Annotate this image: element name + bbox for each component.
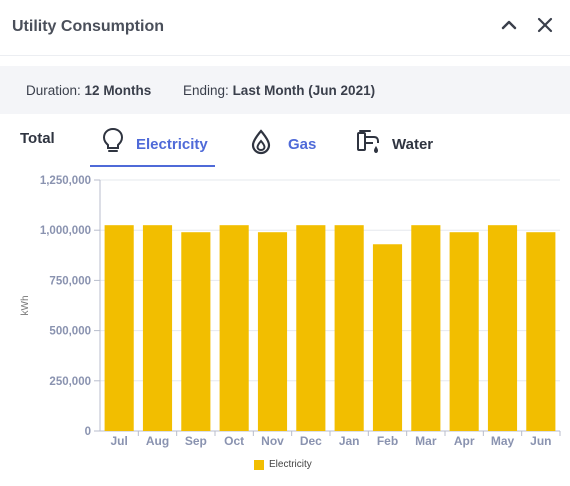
y-tick-label: 1,000,000 (40, 225, 91, 237)
tab-water[interactable]: Water (356, 126, 446, 166)
x-tick-label: May (491, 434, 515, 448)
ending-filter[interactable]: Ending: Last Month (Jun 2021) (183, 83, 375, 98)
tab-electricity-label: Electricity (136, 136, 208, 153)
duration-label: Duration: (26, 83, 81, 98)
tab-total[interactable]: Total (20, 126, 70, 166)
bar-feb (372, 244, 403, 431)
legend-label: Electricity (269, 459, 312, 470)
tab-water-label: Water (392, 136, 434, 153)
legend-swatch (254, 460, 264, 470)
active-tab-indicator (90, 165, 215, 167)
x-tick-label: Sep (185, 434, 207, 448)
x-tick-label: Mar (415, 434, 437, 448)
y-tick-label: 500,000 (49, 326, 91, 338)
collapse-button[interactable] (496, 12, 522, 38)
tab-total-label: Total (20, 130, 55, 147)
tab-electricity[interactable]: Electricity (100, 126, 215, 166)
y-tick-label: 250,000 (49, 376, 91, 388)
bar-jan (334, 225, 364, 431)
y-tick-label: 1,250,000 (40, 175, 91, 187)
duration-filter[interactable]: Duration: 12 Months (26, 83, 151, 98)
bar-mar (411, 225, 441, 431)
bar-jun (526, 232, 556, 431)
tab-gas[interactable]: Gas (250, 126, 320, 166)
tab-gas-label: Gas (288, 136, 317, 153)
x-tick-label: Jan (339, 434, 360, 448)
panel-header: Utility Consumption (0, 0, 570, 56)
x-tick-label: Jun (530, 434, 551, 448)
bar-nov (257, 232, 288, 431)
panel-title: Utility Consumption (12, 18, 164, 35)
bar-aug (142, 225, 173, 431)
flame-drop-icon (250, 129, 272, 160)
bar-dec (296, 225, 326, 431)
bar-oct (219, 225, 249, 431)
close-button[interactable] (532, 12, 558, 38)
x-tick-label: Aug (146, 434, 169, 448)
x-tick-label: Jul (110, 434, 127, 448)
filter-bar: Duration: 12 Months Ending: Last Month (… (0, 66, 570, 114)
consumption-bar-chart: 0 250,000 500,000 750,000 1,000,000 1,250,000… (20, 175, 561, 448)
y-axis-label: kWh (20, 296, 31, 316)
x-tick-label: Feb (377, 434, 398, 448)
lightbulb-icon (102, 127, 124, 160)
utility-tabs: Total Electricity Gas (0, 118, 570, 170)
bar-jul (104, 225, 134, 431)
ending-value: Last Month (Jun 2021) (232, 83, 376, 98)
bar-apr (449, 232, 479, 431)
y-tick-label: 0 (85, 426, 91, 438)
close-icon (537, 17, 553, 33)
x-tick-label: Apr (454, 434, 475, 448)
chevron-up-icon (501, 20, 517, 30)
x-tick-label: Oct (224, 434, 244, 448)
y-tick-label: 750,000 (49, 275, 91, 287)
x-tick-label: Dec (300, 434, 322, 448)
faucet-icon (356, 128, 382, 161)
x-tick-label: Nov (261, 434, 284, 448)
bar-sep (181, 232, 211, 431)
ending-label: Ending: (183, 83, 229, 98)
duration-value: 12 Months (84, 83, 152, 98)
bar-may (487, 225, 518, 431)
